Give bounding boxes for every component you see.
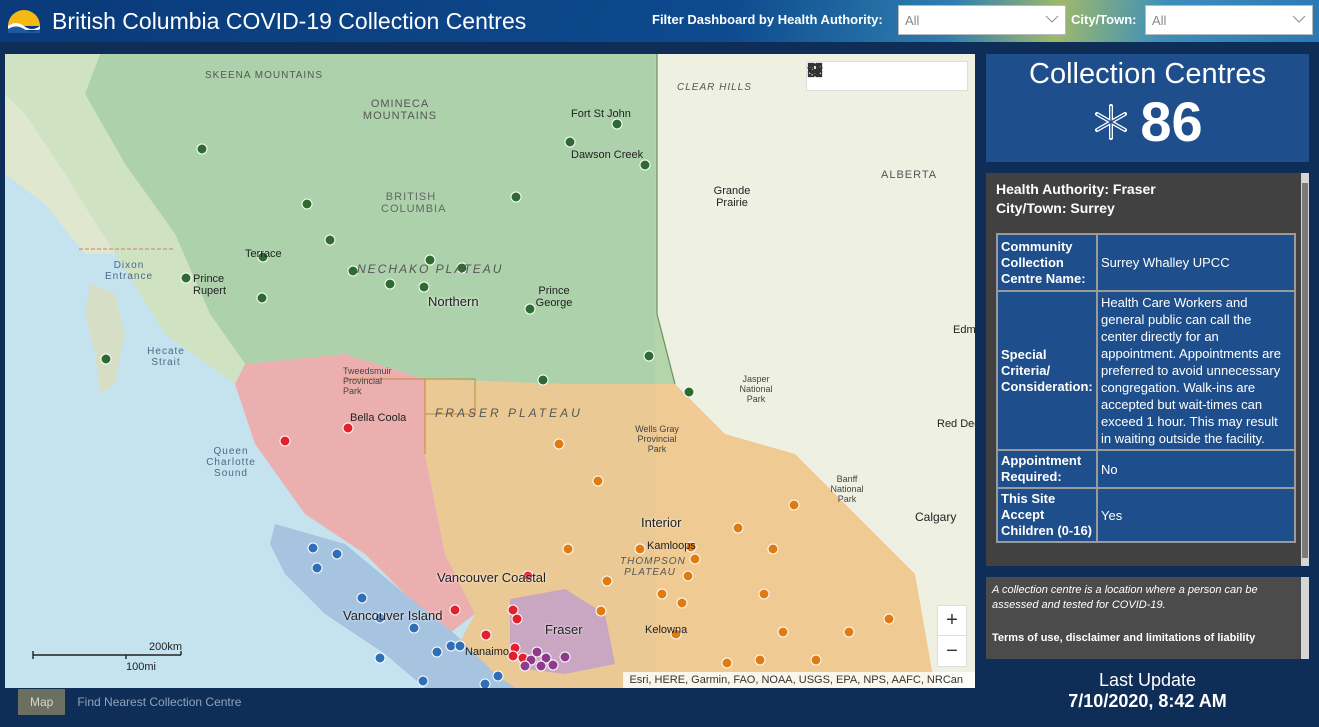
details-table: Community Collection Centre Name: Surrey… [996, 233, 1296, 543]
details-key: Special Criteria/ Consideration: [998, 292, 1096, 449]
place-edmonton: Edm [953, 324, 975, 336]
place-bella-coola: Bella Coola [350, 412, 407, 424]
region-label-interior: Interior [641, 515, 682, 530]
note-text: A collection centre is a location where … [992, 584, 1258, 611]
asterisk-icon [1095, 103, 1128, 140]
place-banff: Banff National Park [830, 474, 864, 504]
basemap-gallery-icon[interactable] [807, 61, 967, 91]
region-label-northern: Northern [428, 294, 479, 309]
last-update: Last Update 7/10/2020, 8:42 AM [986, 670, 1309, 712]
details-value: Health Care Workers and general public c… [1098, 292, 1294, 449]
health-authority-select-value: All [905, 13, 920, 28]
table-row: Community Collection Centre Name: Surrey… [998, 235, 1294, 290]
details-key: Community Collection Centre Name: [998, 235, 1096, 290]
terms-link[interactable]: Terms of use, disclaimer and limitations… [992, 632, 1256, 644]
map-label-alberta: ALBERTA [881, 169, 938, 181]
centre-details-panel[interactable]: Health Authority: Fraser City/Town: Surr… [986, 173, 1309, 566]
tab-map[interactable]: Map [18, 689, 66, 715]
island-markers [307, 542, 504, 688]
details-value: No [1098, 451, 1294, 487]
bc-logo-icon [6, 8, 42, 34]
details-key: This Site Accept Children (0-16) [998, 489, 1096, 541]
map-label-thompson: THOMPSON PLATEAU [620, 556, 686, 578]
scale-mi-label: 100mi [126, 661, 156, 673]
map-label-skeena: SKEENA MOUNTAINS [205, 70, 324, 81]
scale-bar-graphic [32, 651, 182, 659]
bottom-tab-bar: Map Find Nearest Collection Centre [18, 689, 253, 715]
map-label-hecate: Hecate Strait [147, 346, 185, 368]
place-tweedsmuir: Tweedsmuir Provincial Park [343, 366, 392, 396]
health-authority-select[interactable]: All [898, 5, 1066, 35]
city-select[interactable]: All [1145, 5, 1313, 35]
collection-centres-count: 86 [1140, 90, 1203, 153]
chevron-down-icon [1292, 15, 1306, 23]
map-attribution: Esri, HERE, Garmin, FAO, NOAA, USGS, EPA… [623, 672, 975, 688]
zoom-control: + − [937, 605, 967, 667]
zoom-out-button[interactable]: − [946, 639, 958, 662]
scale-km-label: 200km [149, 641, 183, 653]
details-value: Yes [1098, 489, 1294, 541]
place-dawson-creek: Dawson Creek [571, 149, 644, 161]
interior-markers [553, 438, 895, 669]
place-calgary: Calgary [915, 510, 957, 524]
coastal-markers [279, 422, 534, 664]
map-label-nechako: NECHAKO PLATEAU [357, 262, 504, 276]
place-prince-george: Prince George [535, 285, 573, 309]
region-label-fraser: Fraser [545, 622, 583, 637]
place-prince-rupert: Prince Rupert [193, 273, 227, 297]
details-value: Surrey Whalley UPCC [1098, 235, 1294, 290]
map-canvas [5, 54, 975, 688]
map-label-clear-hills: CLEAR HILLS [677, 82, 752, 93]
city-select-value: All [1152, 13, 1167, 28]
place-kelowna: Kelowna [645, 624, 688, 636]
place-fort-st-john: Fort St John [571, 108, 631, 120]
last-update-value: 7/10/2020, 8:42 AM [1068, 691, 1227, 711]
count-title: Collection Centres [1029, 58, 1266, 90]
region-label-vancouver-island: Vancouver Island [343, 608, 443, 623]
collection-centres-count-card: Collection Centres 86 [986, 54, 1309, 162]
map-toolbar [806, 61, 968, 91]
place-red-deer: Red Deer [937, 418, 975, 430]
details-key: Appointment Required: [998, 451, 1096, 487]
details-city: City/Town: Surrey [996, 200, 1115, 216]
map-label-omineca: OMINECA MOUNTAINS [362, 98, 438, 122]
place-terrace: Terrace [245, 248, 282, 260]
region-label-vancouver-coastal: Vancouver Coastal [437, 570, 546, 585]
header-bar: British Columbia COVID-19 Collection Cen… [0, 0, 1319, 42]
chevron-down-icon [1045, 15, 1059, 23]
map-label-queen-charlotte: Queen Charlotte Sound [206, 446, 256, 479]
details-health-authority: Health Authority: Fraser [996, 181, 1156, 197]
zoom-in-button[interactable]: + [938, 606, 966, 636]
table-row: Appointment Required: No [998, 451, 1294, 487]
place-grande-prairie: Grande Prairie [713, 185, 751, 209]
page-title: British Columbia COVID-19 Collection Cen… [52, 7, 527, 34]
table-row: This Site Accept Children (0-16) Yes [998, 489, 1294, 541]
place-kamloops: Kamloops [647, 540, 696, 552]
map-view[interactable]: SKEENA MOUNTAINS OMINECA MOUNTAINS CLEAR… [5, 54, 975, 688]
place-nanaimo: Nanaimo [465, 646, 510, 658]
count-value-row: 86 [986, 89, 1309, 154]
place-jasper: Jasper National Park [739, 374, 773, 404]
tab-find-nearest[interactable]: Find Nearest Collection Centre [77, 695, 242, 709]
layers-icon[interactable] [807, 61, 935, 91]
legend-icon[interactable] [808, 61, 903, 91]
place-wells-gray: Wells Gray Provincial Park [635, 424, 679, 454]
filter-city-label: City/Town: [1071, 12, 1137, 27]
map-label-dixon: Dixon Entrance [104, 260, 154, 282]
details-scrollbar[interactable] [1301, 173, 1309, 566]
table-row: Special Criteria/ Consideration: Health … [998, 292, 1294, 449]
info-note: A collection centre is a location where … [986, 577, 1309, 659]
northern-markers [100, 118, 695, 398]
last-update-label: Last Update [1098, 670, 1197, 690]
details-header: Health Authority: Fraser City/Town: Surr… [986, 173, 1309, 225]
home-icon[interactable] [808, 61, 871, 91]
map-label-bc: BRITISH COLUMBIA [381, 191, 447, 215]
scrollbar-thumb[interactable] [1302, 183, 1308, 558]
fraser-markers [519, 646, 571, 672]
note-scrollbar[interactable] [1301, 577, 1309, 659]
map-label-fraser-plateau: FRASER PLATEAU [435, 406, 583, 420]
filter-health-authority-label: Filter Dashboard by Health Authority: [652, 12, 883, 27]
